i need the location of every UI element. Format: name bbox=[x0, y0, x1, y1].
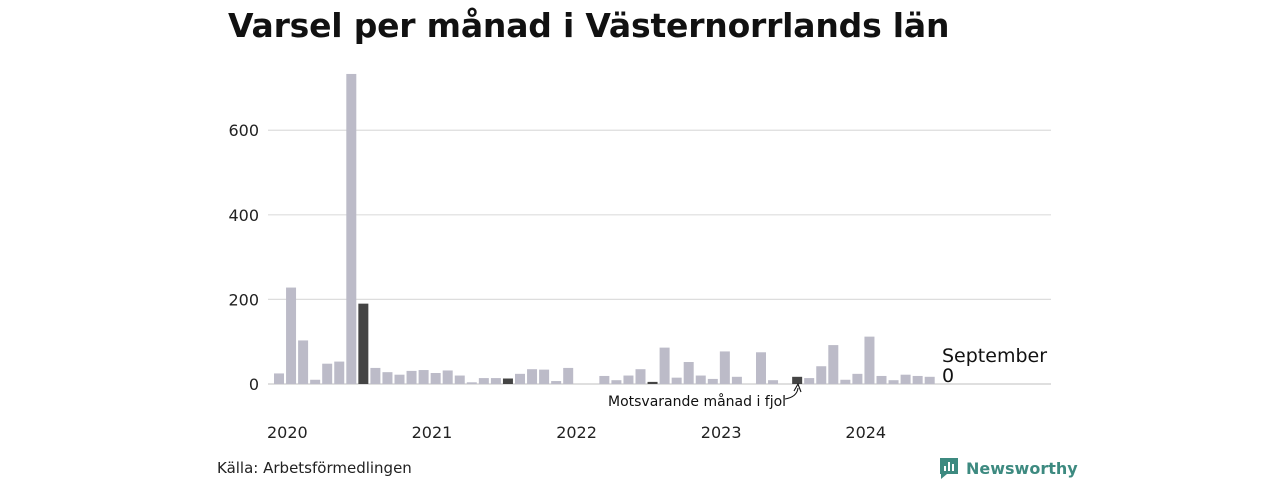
bar bbox=[611, 380, 622, 384]
annotation: Motsvarande månad i fjol bbox=[608, 382, 802, 410]
bar bbox=[430, 373, 441, 384]
bar bbox=[816, 366, 827, 384]
bar bbox=[563, 367, 574, 384]
callout-month: September bbox=[942, 345, 1047, 367]
y-tick-label: 400 bbox=[228, 206, 259, 225]
bar bbox=[768, 380, 779, 384]
bar-highlighted bbox=[502, 378, 513, 384]
bar bbox=[719, 351, 730, 384]
bar bbox=[346, 73, 357, 385]
latest-value-callout: September 0 bbox=[942, 345, 1047, 387]
bar bbox=[382, 372, 393, 384]
chart-title: Varsel per månad i Västernorrlands län bbox=[228, 6, 950, 45]
bar bbox=[864, 336, 875, 384]
bar bbox=[671, 377, 682, 384]
bar bbox=[731, 376, 742, 384]
bar-highlighted bbox=[792, 376, 803, 384]
source-note: Källa: Arbetsförmedlingen bbox=[217, 459, 412, 477]
callout-value: 0 bbox=[942, 365, 954, 387]
x-tick-label: 2022 bbox=[556, 423, 597, 442]
bar bbox=[888, 380, 899, 384]
y-tick-label: 0 bbox=[249, 375, 259, 394]
bar bbox=[274, 373, 284, 384]
bar bbox=[804, 378, 815, 384]
bar bbox=[659, 347, 670, 384]
y-tick-label: 600 bbox=[228, 121, 259, 140]
bar bbox=[527, 369, 538, 384]
bars bbox=[274, 73, 935, 385]
brand: Newsworthy bbox=[938, 456, 1078, 480]
gridlines bbox=[268, 129, 1051, 385]
bar bbox=[623, 375, 634, 384]
newsworthy-logo-icon bbox=[940, 458, 958, 479]
x-tick-label: 2023 bbox=[701, 423, 742, 442]
bar bbox=[539, 369, 550, 384]
annotation-arrow bbox=[784, 387, 799, 400]
bar bbox=[912, 375, 923, 384]
bar bbox=[406, 370, 417, 384]
bar bbox=[454, 375, 465, 384]
y-axis-ticks: 0 200 400 600 bbox=[228, 121, 259, 394]
bar bbox=[394, 374, 405, 384]
bar bbox=[635, 369, 646, 384]
bar bbox=[756, 352, 766, 384]
annotation-arrowhead bbox=[793, 382, 802, 393]
bar bbox=[478, 378, 489, 384]
bar bbox=[310, 379, 321, 384]
x-tick-label: 2021 bbox=[412, 423, 453, 442]
bar bbox=[322, 363, 333, 384]
brand-name: Newsworthy bbox=[966, 458, 1078, 478]
bar bbox=[840, 379, 851, 384]
bar bbox=[852, 373, 863, 384]
x-tick-label: 2020 bbox=[267, 423, 308, 442]
bar-highlighted bbox=[647, 381, 658, 384]
bar bbox=[683, 362, 694, 384]
y-tick-label: 200 bbox=[228, 290, 259, 309]
bar bbox=[466, 382, 477, 384]
annotation-text: Motsvarande månad i fjol bbox=[608, 393, 786, 410]
bar bbox=[599, 375, 610, 384]
x-axis-ticks: 2020 2021 2022 2023 2024 bbox=[267, 423, 886, 442]
bar bbox=[490, 378, 501, 384]
bar bbox=[924, 376, 935, 384]
bar bbox=[900, 374, 911, 384]
bar bbox=[707, 378, 718, 384]
bar-highlighted bbox=[358, 303, 369, 384]
bar bbox=[551, 381, 562, 384]
bar bbox=[515, 373, 525, 384]
bar bbox=[334, 361, 345, 384]
bar bbox=[828, 345, 839, 384]
bar bbox=[876, 375, 887, 384]
bar bbox=[695, 375, 706, 384]
bar bbox=[298, 340, 309, 384]
bar bbox=[286, 287, 297, 384]
bar bbox=[418, 370, 429, 384]
x-tick-label: 2024 bbox=[845, 423, 886, 442]
bar bbox=[442, 370, 453, 384]
bar bbox=[370, 367, 381, 384]
